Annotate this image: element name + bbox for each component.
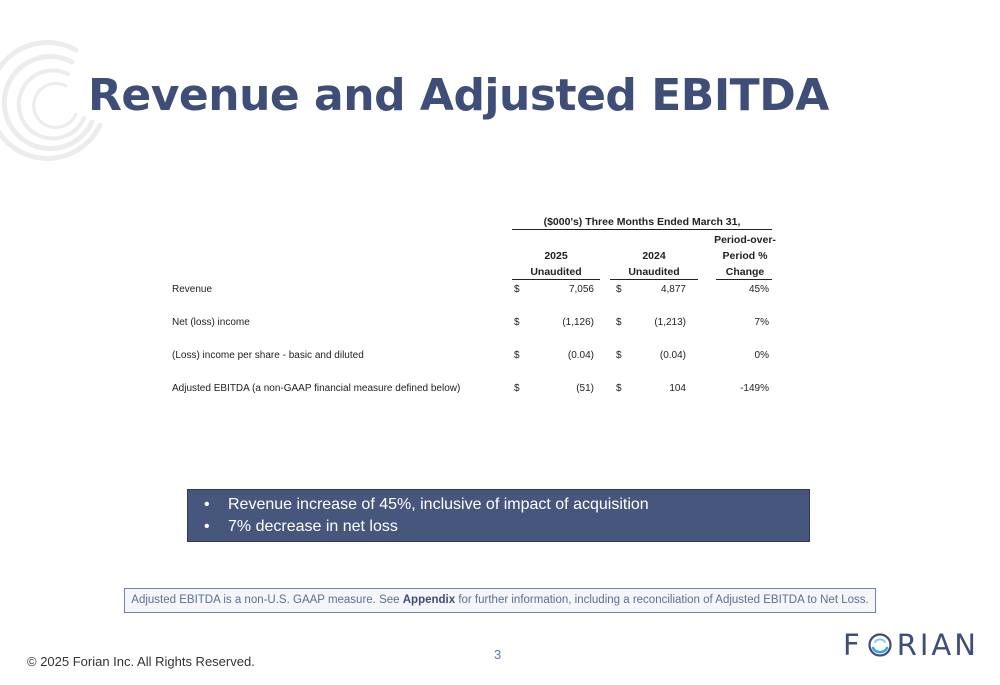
value-change: 45% xyxy=(748,284,769,295)
forian-logo: F RIAN xyxy=(843,628,979,662)
table-row-label: Net (loss) income xyxy=(172,317,250,328)
value-change: 7% xyxy=(754,317,769,328)
column-rule-change xyxy=(716,279,772,280)
column-header-change-2: Period % xyxy=(722,250,768,262)
currency-symbol: $ xyxy=(514,284,520,295)
value-2025: 7,056 xyxy=(568,284,594,295)
value-2025: (51) xyxy=(576,383,594,394)
value-change: -149% xyxy=(740,383,769,394)
non-gaap-footnote: Adjusted EBITDA is a non-U.S. GAAP measu… xyxy=(124,588,876,613)
financial-table: ($000's) Three Months Ended March 31, 20… xyxy=(172,216,776,394)
currency-symbol: $ xyxy=(514,317,520,328)
highlights-callout: Revenue increase of 45%, inclusive of im… xyxy=(187,489,810,542)
currency-symbol: $ xyxy=(514,350,520,361)
table-row-label: Adjusted EBITDA (a non-GAAP financial me… xyxy=(172,383,461,394)
super-header-rule xyxy=(512,229,772,230)
currency-symbol: $ xyxy=(514,383,520,394)
copyright-notice: © 2025 Forian Inc. All Rights Reserved. xyxy=(27,654,255,669)
table-row-label: (Loss) income per share - basic and dilu… xyxy=(172,350,364,361)
appendix-reference: Appendix xyxy=(402,594,456,606)
page-number: 3 xyxy=(494,647,502,662)
value-change: 0% xyxy=(754,350,769,361)
slide-title: Revenue and Adjusted EBITDA xyxy=(88,70,829,121)
highlights-list: Revenue increase of 45%, inclusive of im… xyxy=(204,494,809,538)
decorative-arcs xyxy=(0,40,103,161)
column-header-change-1: Period-over- xyxy=(714,234,776,246)
footnote-text-pre: Adjusted EBITDA is a non-U.S. GAAP measu… xyxy=(131,594,403,606)
table-row-label: Revenue xyxy=(172,284,213,295)
column-header-2025-year: 2025 xyxy=(544,250,568,262)
column-header-change-3: Change xyxy=(725,266,765,278)
footnote-text-post: for further information, including a rec… xyxy=(455,594,869,606)
value-2024: 4,877 xyxy=(660,284,686,295)
column-rule-2025 xyxy=(512,279,600,280)
currency-symbol: $ xyxy=(616,383,622,394)
highlight-bullet: 7% decrease in net loss xyxy=(204,516,809,538)
logo-letters-rian: RIAN xyxy=(896,628,979,662)
currency-symbol: $ xyxy=(616,350,622,361)
currency-symbol: $ xyxy=(616,317,622,328)
logo-letter-f: F xyxy=(843,628,863,662)
column-header-2025-status: Unaudited xyxy=(530,266,582,278)
column-header-2024-status: Unaudited xyxy=(628,266,680,278)
value-2024: (1,213) xyxy=(654,317,686,328)
column-header-2024-year: 2024 xyxy=(642,250,666,262)
value-2025: (0.04) xyxy=(567,350,594,361)
value-2024: (0.04) xyxy=(659,350,686,361)
column-rule-2024 xyxy=(610,279,698,280)
value-2025: (1,126) xyxy=(562,317,594,328)
highlight-bullet: Revenue increase of 45%, inclusive of im… xyxy=(204,494,809,516)
currency-symbol: $ xyxy=(616,284,622,295)
table-super-header: ($000's) Three Months Ended March 31, xyxy=(543,216,741,228)
forian-o-mark-icon xyxy=(868,633,892,657)
value-2024: 104 xyxy=(669,383,686,394)
